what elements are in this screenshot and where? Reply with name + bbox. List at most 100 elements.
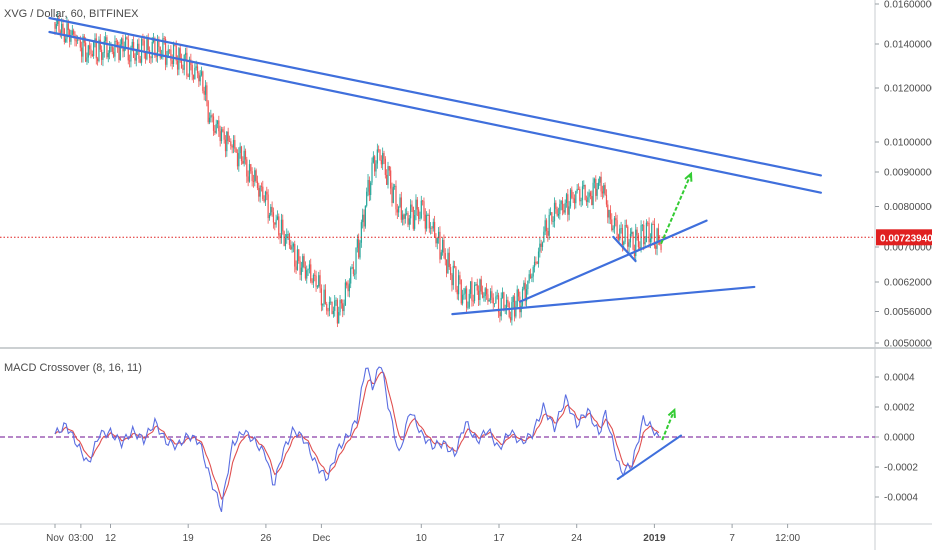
candle-body bbox=[371, 162, 373, 183]
candle-body bbox=[639, 247, 641, 249]
candle-body bbox=[623, 241, 625, 246]
candle-body bbox=[220, 129, 223, 142]
candle-body bbox=[549, 212, 552, 215]
candle-body bbox=[362, 214, 364, 223]
candle-body bbox=[404, 214, 406, 219]
candle-body bbox=[372, 156, 374, 163]
candle-body bbox=[175, 45, 177, 61]
candle-body bbox=[620, 228, 622, 229]
candle-body bbox=[111, 46, 113, 52]
candle-body bbox=[483, 296, 485, 298]
candle-body bbox=[61, 23, 63, 33]
candle-body bbox=[256, 181, 259, 189]
candle-body bbox=[272, 212, 275, 223]
price-breakout-arrow-shaft bbox=[660, 173, 692, 245]
candle-body bbox=[324, 289, 326, 304]
candle-body bbox=[617, 234, 620, 240]
candle-body bbox=[525, 289, 528, 302]
candle-body bbox=[81, 47, 83, 57]
candle-body bbox=[407, 213, 409, 225]
trendline-short-segment[interactable] bbox=[612, 235, 637, 263]
candle-body bbox=[447, 252, 449, 274]
candle-body bbox=[591, 195, 593, 206]
trendline-lower-support-1[interactable] bbox=[451, 285, 756, 316]
macd-up-arrow-shaft bbox=[661, 409, 676, 441]
candle-body bbox=[540, 243, 542, 247]
macd-axis: 0.0004 0.0002 0.0000 -0.0002 -0.0004 bbox=[875, 373, 918, 504]
candle-body bbox=[469, 281, 472, 294]
candle-body bbox=[187, 75, 189, 77]
price-breakout-arrow[interactable] bbox=[660, 171, 693, 245]
time-tick-label: Dec bbox=[313, 533, 331, 544]
candle-body bbox=[315, 275, 317, 287]
candle-body bbox=[151, 41, 153, 59]
candle-body bbox=[515, 306, 517, 317]
signal-line bbox=[54, 371, 660, 500]
candle-body bbox=[93, 42, 95, 57]
candle-body bbox=[601, 191, 604, 194]
trendline-upper-resistance-2[interactable] bbox=[48, 30, 823, 194]
candle-body bbox=[644, 242, 646, 245]
candle-body bbox=[134, 57, 136, 61]
candle-body bbox=[79, 40, 81, 48]
candle-body bbox=[226, 131, 228, 152]
candle-body bbox=[143, 40, 145, 53]
candle-body bbox=[535, 261, 537, 263]
candle-body bbox=[67, 23, 69, 30]
macd-tick-label: 0.0004 bbox=[884, 373, 915, 384]
candle-body bbox=[278, 216, 280, 236]
candle-body bbox=[306, 270, 308, 279]
candle-body bbox=[388, 166, 390, 171]
candle-body bbox=[568, 206, 570, 215]
candle-body bbox=[509, 317, 512, 321]
trendline-upper-resistance-1[interactable] bbox=[48, 16, 823, 177]
macd-up-arrow-head bbox=[667, 407, 676, 419]
candle-body bbox=[240, 146, 243, 162]
trendline-lower-support-2[interactable] bbox=[518, 219, 708, 303]
candle-body bbox=[464, 288, 466, 294]
candle-body bbox=[655, 245, 657, 249]
candle-body bbox=[210, 115, 212, 118]
candle-body bbox=[410, 204, 412, 219]
macd-tick-label: -0.0004 bbox=[884, 493, 918, 504]
candle-body bbox=[194, 67, 196, 79]
chart-title: XVG / Dollar, 60, BITFINEX bbox=[4, 8, 139, 20]
current-price-label: 0.00723940 bbox=[880, 233, 932, 244]
macd-up-arrow[interactable] bbox=[661, 407, 676, 441]
candle-body bbox=[528, 274, 530, 281]
candle-body bbox=[536, 262, 538, 264]
candle-body bbox=[631, 231, 633, 234]
candle-body bbox=[370, 182, 372, 195]
candle-body bbox=[238, 153, 240, 167]
macd-support-line[interactable] bbox=[616, 434, 683, 480]
candle-body bbox=[383, 153, 385, 159]
candle-body bbox=[142, 39, 144, 41]
candle-body bbox=[62, 23, 64, 29]
candle-body bbox=[107, 53, 109, 58]
candle-body bbox=[571, 189, 573, 198]
candle-body bbox=[159, 46, 161, 58]
candle-body bbox=[424, 214, 426, 229]
candle-body bbox=[78, 39, 80, 41]
candle-body bbox=[501, 292, 504, 298]
candle-body bbox=[564, 202, 566, 213]
candle-body bbox=[124, 37, 127, 48]
candle-body bbox=[258, 188, 260, 197]
candle-body bbox=[171, 60, 173, 64]
candle-body bbox=[191, 65, 193, 75]
candle-body bbox=[387, 166, 389, 185]
price-tick-label: 0.00800000 bbox=[884, 202, 932, 213]
candle-body bbox=[264, 191, 267, 202]
candle-body bbox=[291, 246, 293, 250]
candle-body bbox=[632, 231, 634, 250]
candle-body bbox=[645, 222, 648, 243]
macd-tick-label: -0.0002 bbox=[884, 463, 918, 474]
candle-body bbox=[521, 289, 524, 306]
candle-body bbox=[503, 292, 505, 309]
candle-body bbox=[298, 249, 300, 262]
candle-body bbox=[292, 243, 295, 247]
candle-body bbox=[475, 284, 477, 285]
candle-body bbox=[461, 294, 464, 304]
candle-body bbox=[154, 38, 156, 56]
